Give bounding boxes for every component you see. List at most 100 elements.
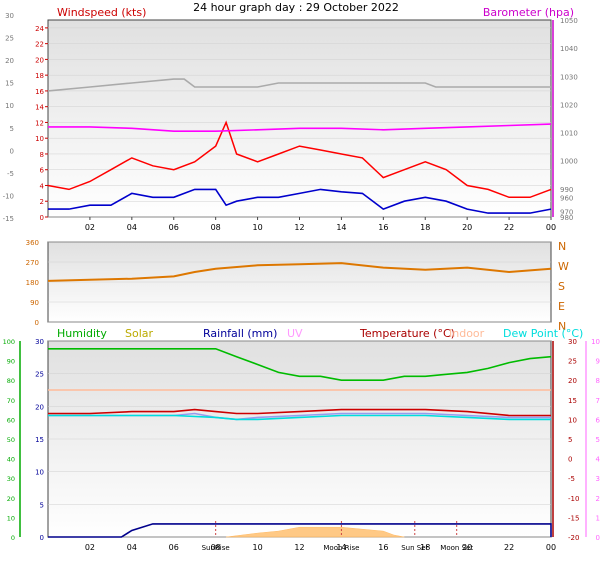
baro-ylabel: Barometer (hpa)	[483, 6, 574, 19]
uv-ytick: 3	[596, 475, 600, 483]
compass-label: N	[558, 240, 566, 253]
temp-xtick: 20	[462, 543, 472, 552]
wind-ytick: 10	[35, 135, 44, 143]
temp-xtick: 10	[252, 543, 262, 552]
wind-ytick: 6	[40, 167, 45, 175]
far-ytick: 30	[5, 12, 14, 20]
dir-ytick: 90	[30, 299, 39, 307]
compass-label: N	[558, 320, 566, 333]
baro-ytick: 1030	[560, 73, 578, 81]
baro-ytick-lower: 960	[560, 195, 573, 203]
uv-ytick: 6	[596, 416, 601, 424]
uv-ytick: 1	[596, 514, 600, 522]
legend-item: Rainfall (mm)	[203, 327, 277, 340]
temp-xtick: 16	[378, 543, 388, 552]
far-ytick: 0	[10, 147, 14, 155]
rain-ytick: 15	[35, 436, 44, 444]
temp-xtick: 22	[504, 543, 514, 552]
humidity-ytick: 40	[7, 456, 15, 464]
wind-ytick: 2	[40, 198, 44, 206]
dir-ytick: 360	[26, 239, 39, 247]
wind-ytick: 20	[35, 56, 44, 64]
compass-label: W	[558, 260, 569, 273]
wind-xtick: 02	[85, 223, 95, 232]
uv-ytick: 5	[596, 436, 600, 444]
wind-ytick: 0	[40, 214, 44, 222]
wind-xtick: 20	[462, 223, 472, 232]
baro-ytick: 1050	[560, 17, 578, 25]
temp-ytick: -20	[568, 534, 579, 542]
temp-ytick: 30	[568, 338, 577, 346]
wind-xtick: 18	[420, 223, 430, 232]
dir-ytick: 180	[26, 279, 39, 287]
legend-item: Dew Point (°C)	[503, 327, 583, 340]
temp-xtick: 14	[336, 543, 346, 552]
wind-xtick: 12	[294, 223, 304, 232]
chart-title: 24 hour graph day : 29 October 2022	[193, 1, 399, 14]
solar-area	[226, 526, 405, 538]
far-ytick: 10	[5, 102, 14, 110]
wind-series-line	[48, 123, 552, 132]
temp-xtick: 12	[294, 543, 304, 552]
wind-xtick: 22	[504, 223, 514, 232]
humidity-ytick: 90	[7, 358, 15, 366]
temp-xtick: 08	[211, 543, 221, 552]
far-ytick: -5	[7, 170, 14, 178]
compass-label: E	[558, 300, 565, 313]
wind-panel: Windspeed (kts) Barometer (hpa) 02468101…	[3, 6, 578, 232]
humidity-ytick: 60	[7, 416, 15, 424]
humidity-ytick: 10	[7, 514, 15, 522]
humidity-ytick: 70	[7, 397, 15, 405]
far-ytick: 5	[10, 125, 14, 133]
temp-series-line	[48, 523, 552, 538]
baro-ytick: 1040	[560, 45, 578, 53]
wind-ytick: 22	[35, 41, 44, 49]
uv-ytick: 10	[591, 338, 600, 346]
temp-ytick: 15	[568, 397, 577, 405]
wind-ytick: 8	[40, 151, 44, 159]
baro-ytick: 980	[560, 214, 573, 222]
temp-xtick: 04	[127, 543, 137, 552]
uv-ytick: 2	[596, 495, 600, 503]
legend-item: Solar	[125, 327, 154, 340]
wind-series-line	[47, 78, 551, 92]
rain-ytick: 30	[35, 338, 44, 346]
temp-xtick: 18	[420, 543, 430, 552]
event-label: Moon Set	[440, 544, 473, 552]
temp-xtick: 00	[546, 543, 556, 552]
event-label: Sun Set	[401, 544, 428, 552]
temp-ytick: 0	[568, 456, 572, 464]
compass-label: S	[558, 280, 565, 293]
temp-ytick: 25	[568, 358, 577, 366]
temp-series-line	[48, 408, 551, 417]
legend-item: Humidity	[57, 327, 107, 340]
far-ytick: -15	[3, 215, 14, 223]
far-ytick: 20	[5, 57, 14, 65]
temp-ytick: -10	[568, 495, 579, 503]
wind-ylabel: Windspeed (kts)	[57, 6, 146, 19]
humidity-ytick: 50	[7, 436, 15, 444]
uv-ytick: 9	[596, 358, 600, 366]
wind-series-line	[47, 120, 552, 199]
wind-ytick: 18	[35, 72, 44, 80]
rain-ytick: 5	[40, 501, 44, 509]
legend-item: UV	[287, 327, 303, 340]
temp-series-line	[48, 348, 552, 381]
uv-ytick: 7	[596, 397, 600, 405]
baro-ytick: 1020	[560, 101, 578, 109]
wind-ytick: 16	[35, 88, 44, 96]
baro-ytick: 990	[560, 186, 573, 194]
wind-xtick: 04	[127, 223, 137, 232]
humidity-ytick: 0	[11, 534, 15, 542]
temp-ytick: 5	[568, 436, 572, 444]
temperature-panel: Humidity Solar Rainfall (mm) UV Temperature …	[3, 327, 601, 552]
uv-ytick: 8	[596, 377, 600, 385]
far-ytick: 25	[5, 35, 14, 43]
wind-xtick: 10	[252, 223, 262, 232]
uv-ytick: 4	[596, 456, 601, 464]
humidity-ytick: 30	[7, 475, 15, 483]
temp-ytick: -5	[568, 475, 575, 483]
rain-ytick: 0	[40, 534, 44, 542]
